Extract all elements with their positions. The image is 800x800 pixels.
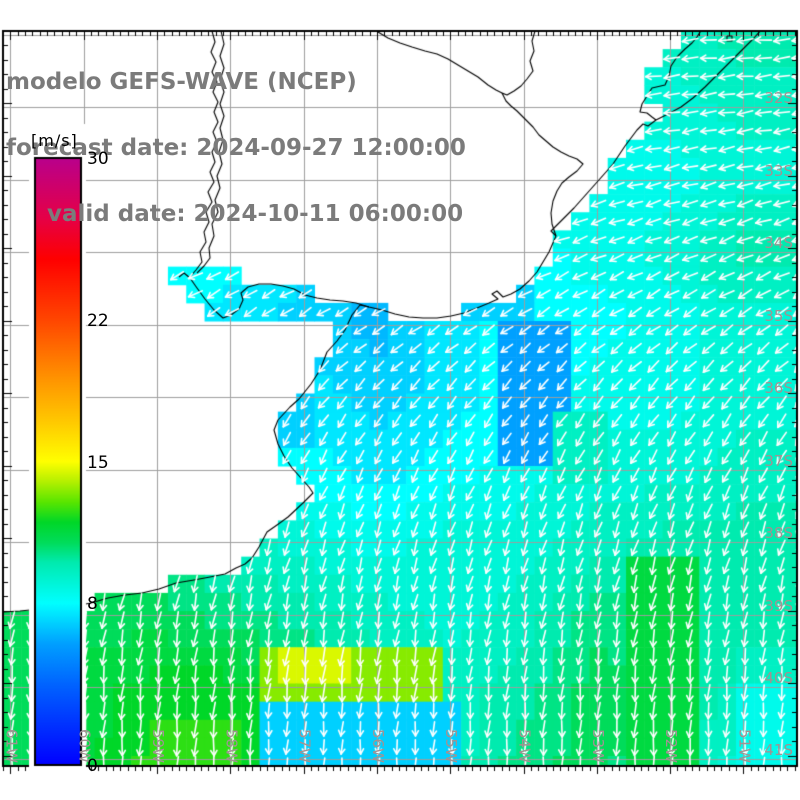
model-title: modelo GEFS-WAVE (NCEP) <box>6 69 357 95</box>
plot-title-block: modelo GEFS-WAVE (NCEP) forecast date: 2… <box>6 27 466 247</box>
forecast-date-line: forecast date: 2024-09-27 12:00:00 <box>6 135 466 161</box>
valid-date-line: valid date: 2024-10-11 06:00:00 <box>47 201 464 227</box>
